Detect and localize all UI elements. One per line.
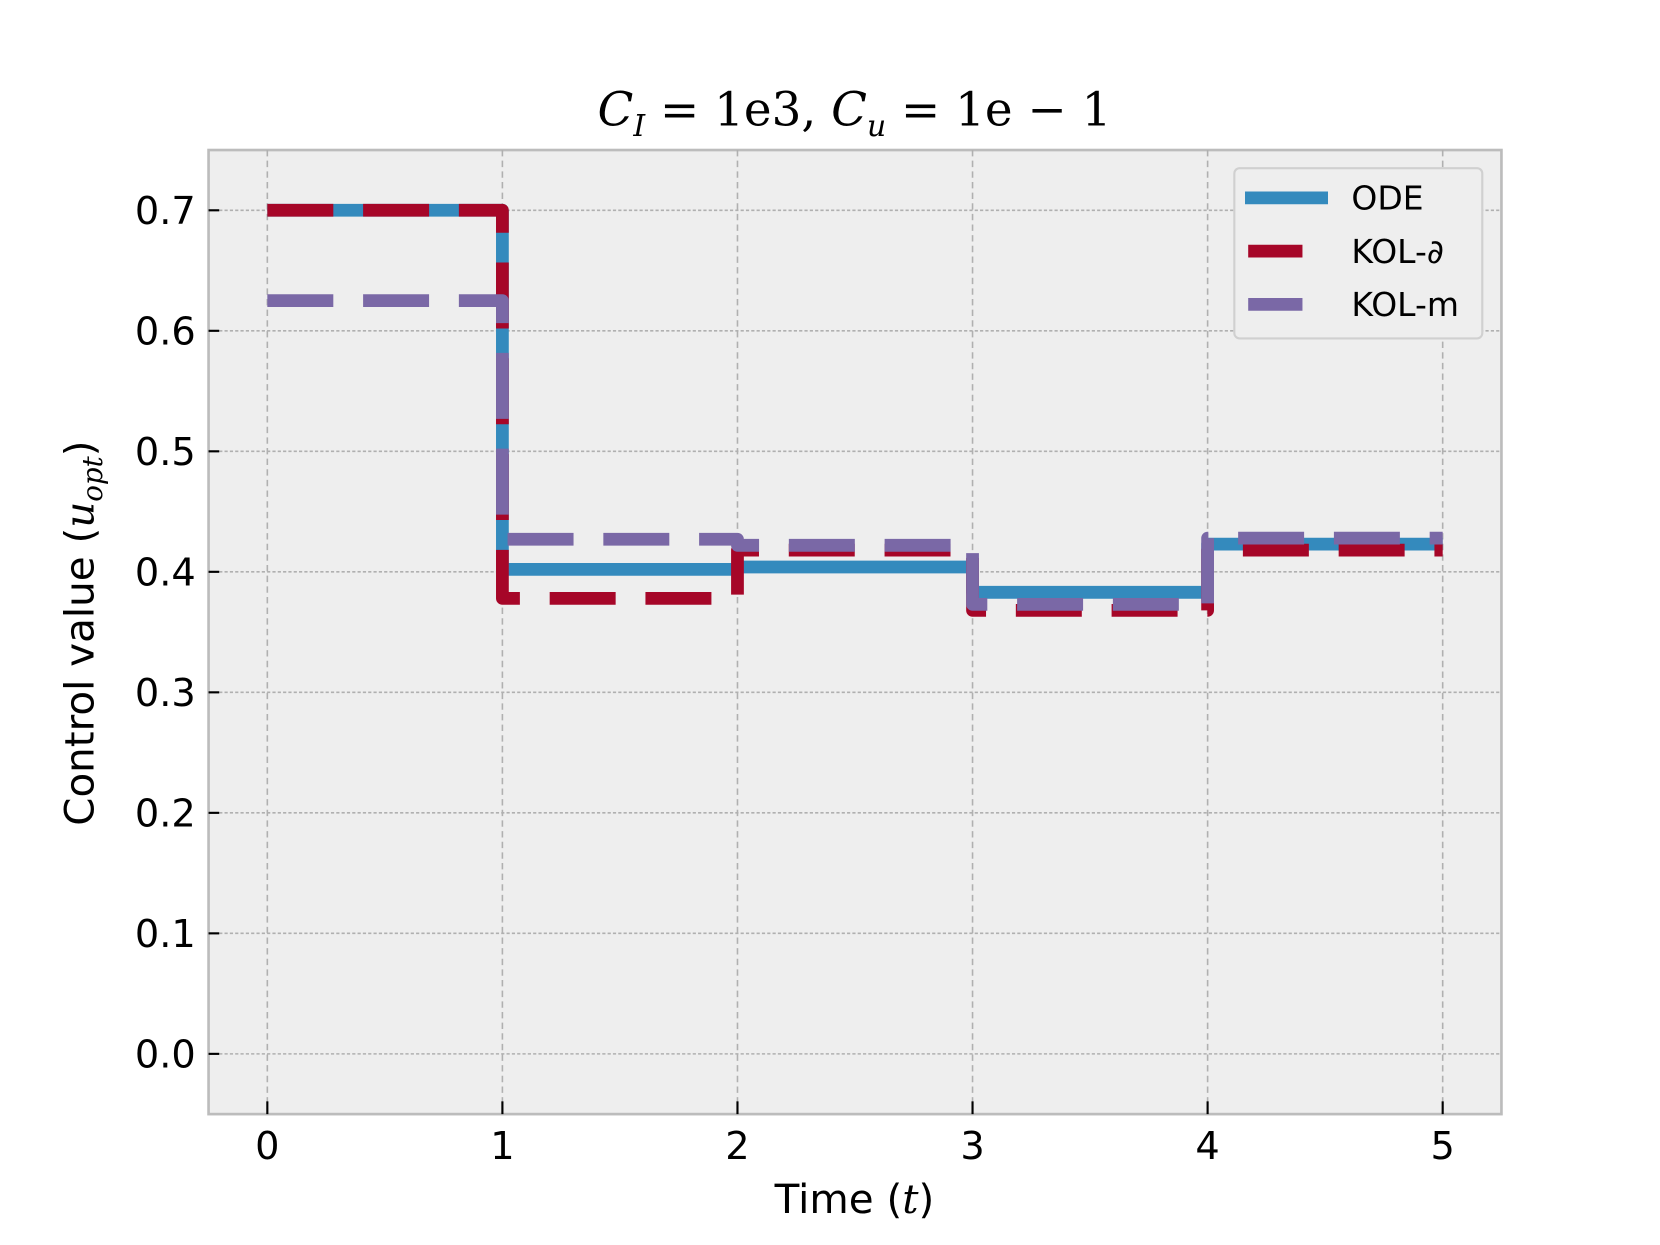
y-tick-label: 0.4 xyxy=(135,551,196,596)
ticks: 0 1 2 3 4 5 0.0 0.1 0.2 0.3 0.4 0.5 0.6 0.7 xyxy=(135,189,1455,1169)
series-lines xyxy=(267,203,1443,617)
legend-label: ODE xyxy=(1351,179,1423,218)
x-tick-label: 0 xyxy=(255,1124,279,1169)
x-tick-label: 2 xyxy=(725,1124,749,1169)
y-tick-label: 0.6 xyxy=(135,310,196,355)
legend-label: KOL-∂ xyxy=(1351,232,1444,271)
chart-title: CI = 1e3, Cu = 1e − 1 xyxy=(598,84,1112,145)
legend: ODE KOL-∂ KOL-m xyxy=(1233,167,1484,340)
x-tick-label: 5 xyxy=(1430,1124,1454,1169)
x-tick-label: 3 xyxy=(960,1124,984,1169)
y-tick-label: 0.3 xyxy=(135,671,196,716)
y-tick-label: 0.5 xyxy=(135,430,196,475)
series-line-2 xyxy=(267,294,1443,611)
legend-frame xyxy=(1233,167,1484,340)
x-axis-label: Time (t) xyxy=(774,1175,935,1223)
legend-label: KOL-m xyxy=(1351,285,1459,324)
y-tick-label: 0.0 xyxy=(135,1033,196,1078)
x-tick-label: 1 xyxy=(490,1124,514,1169)
y-tick-label: 0.7 xyxy=(135,189,196,234)
y-tick-label: 0.1 xyxy=(135,912,196,957)
x-tick-label: 4 xyxy=(1195,1124,1219,1169)
y-axis-label: Control value (uopt) xyxy=(56,440,110,825)
y-tick-label: 0.2 xyxy=(135,792,196,837)
